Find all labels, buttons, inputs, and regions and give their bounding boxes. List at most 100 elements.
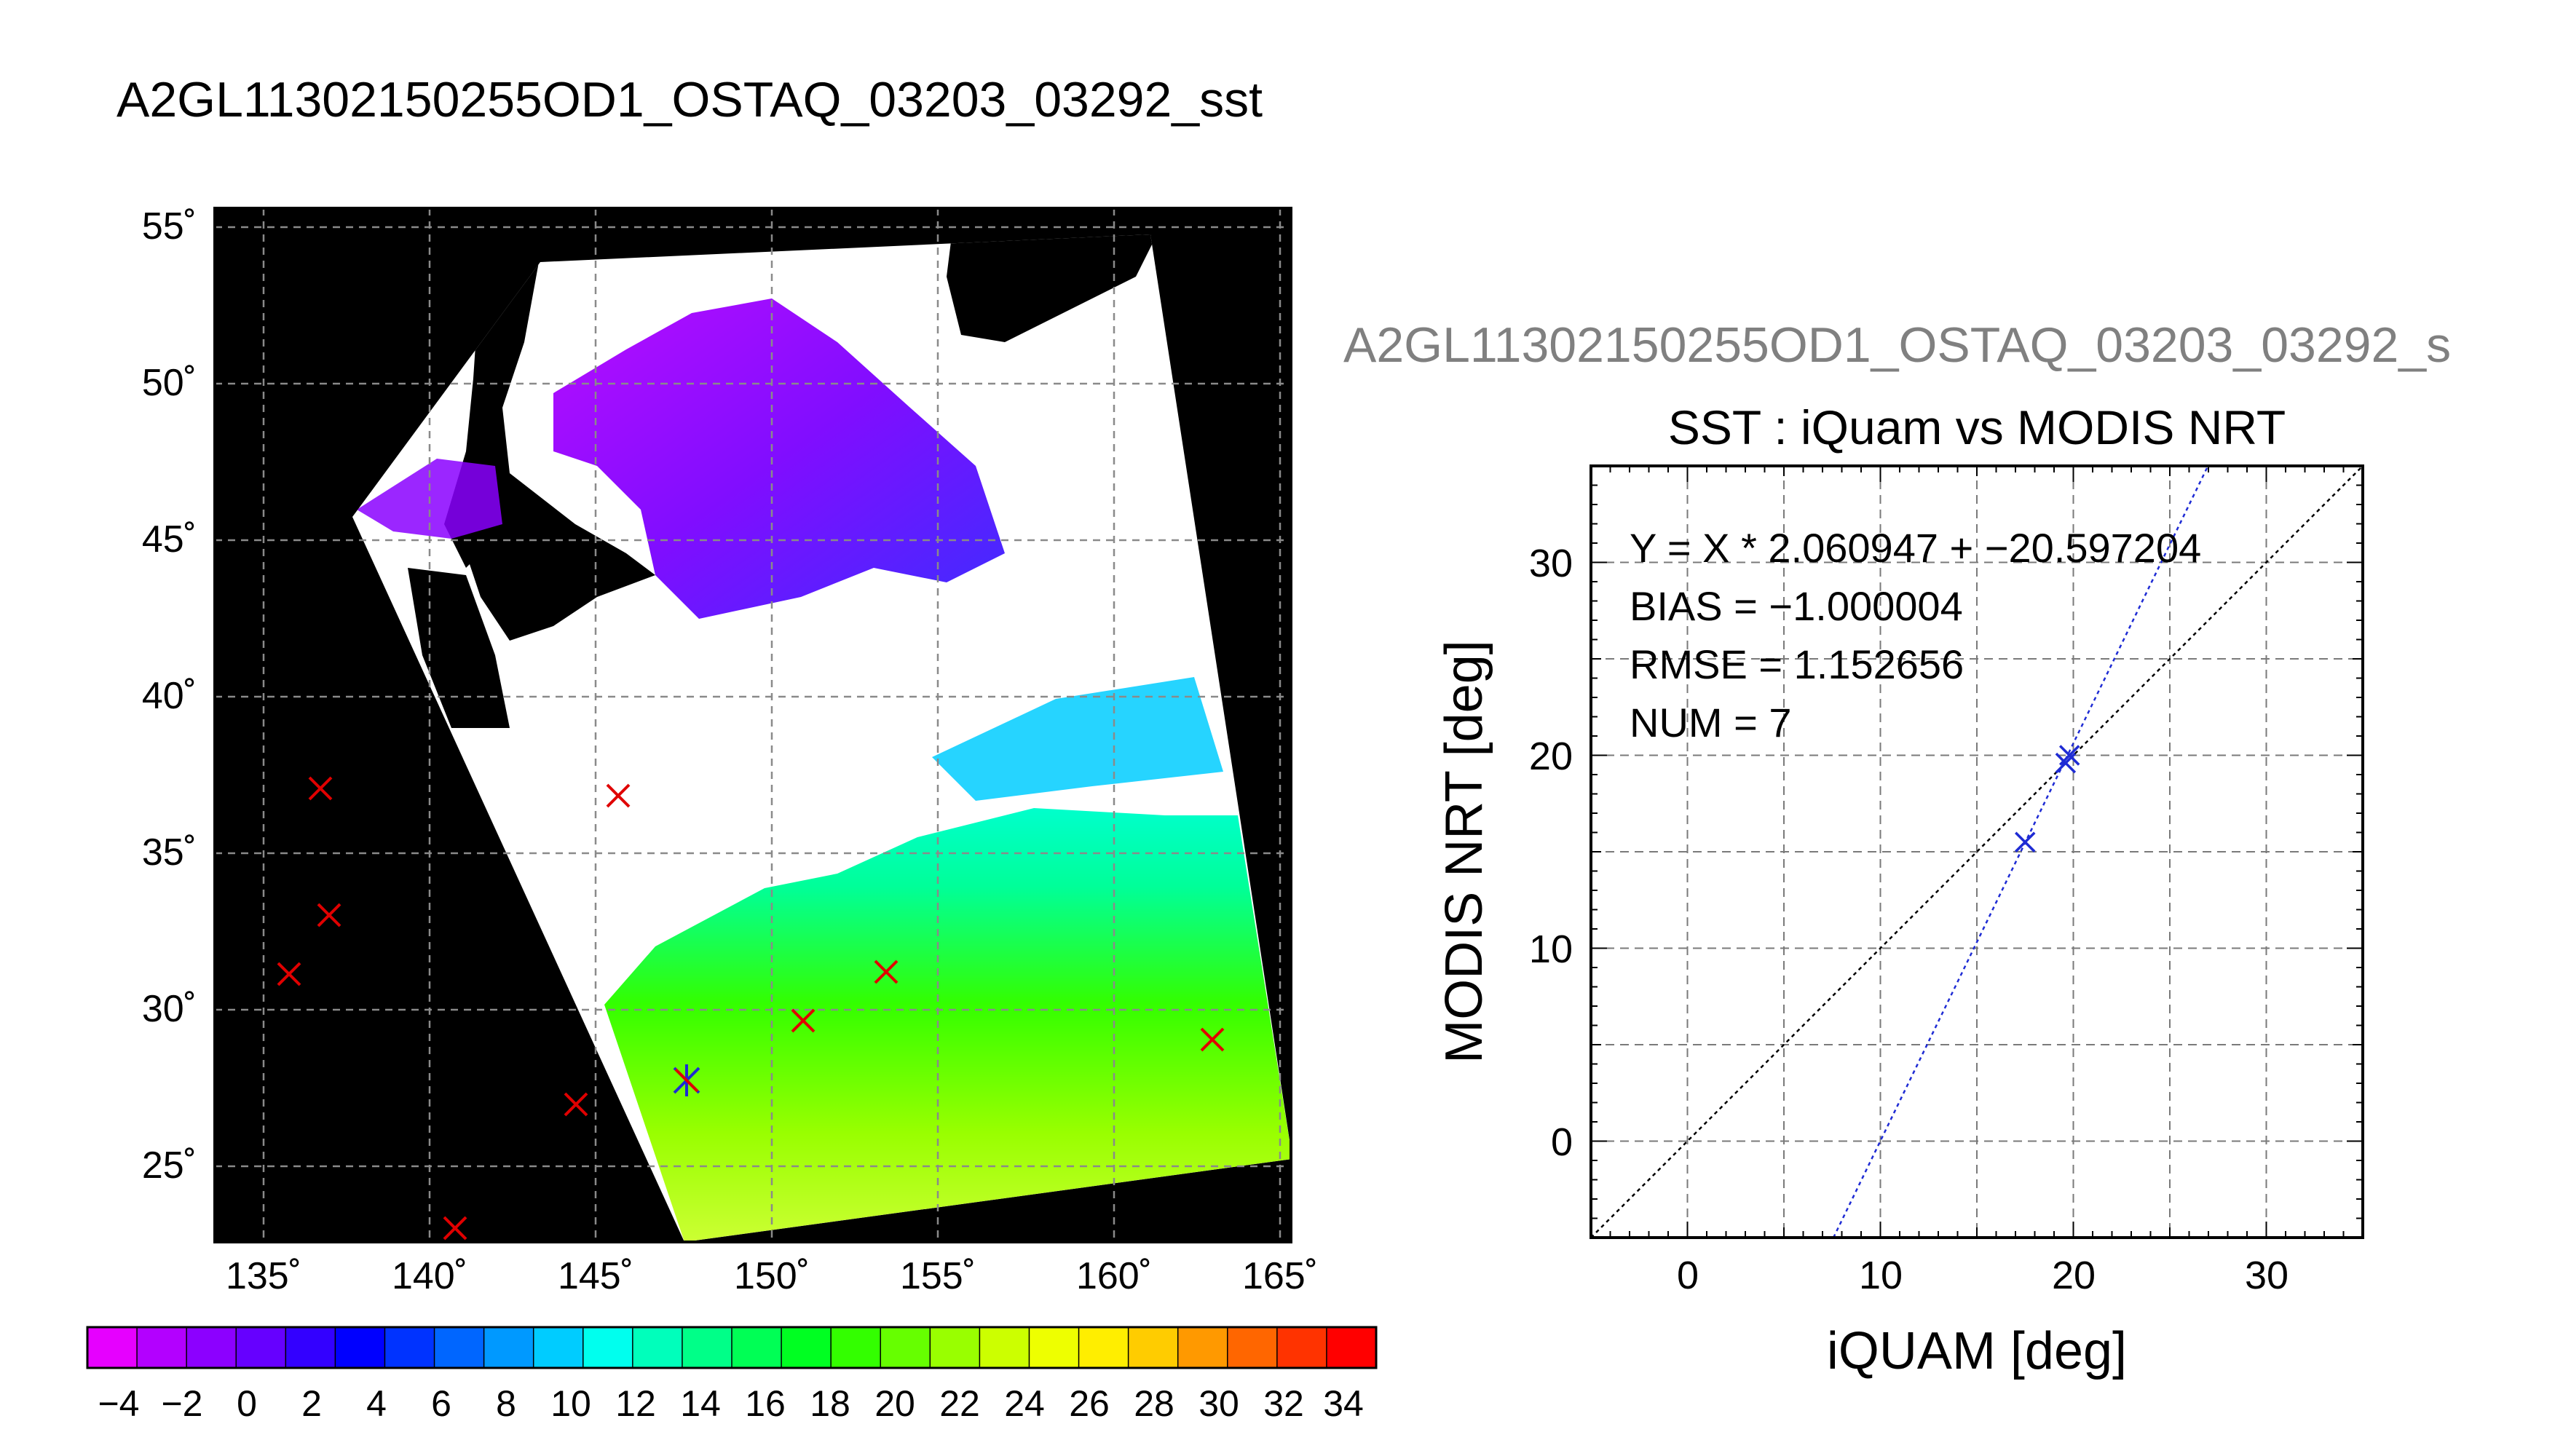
- lon-label: 140˚: [392, 1255, 467, 1297]
- colorbar-label: 16: [745, 1383, 786, 1424]
- colorbar-label: 26: [1069, 1383, 1110, 1424]
- map-frame: [213, 207, 1292, 1243]
- y-tick-label: 30: [1529, 542, 1573, 585]
- colorbar-label: 8: [496, 1383, 516, 1424]
- stats-bias: BIAS = −1.000004: [1630, 583, 1963, 629]
- lon-label: 145˚: [558, 1255, 633, 1297]
- lon-label: 150˚: [734, 1255, 810, 1297]
- colorbar-label: 28: [1134, 1383, 1174, 1424]
- plot-frame: [1590, 464, 2364, 1239]
- map-markers: [277, 776, 1225, 1241]
- stats-regression: Y = X * 2.060947 + −20.597204: [1630, 525, 2201, 571]
- lon-label: 160˚: [1076, 1255, 1152, 1297]
- colorbar-swatch: [1326, 1327, 1377, 1368]
- lat-label: 50˚: [142, 362, 197, 404]
- stats-num: NUM = 7: [1630, 700, 1792, 745]
- colorbar-swatch: [285, 1327, 336, 1368]
- colorbar-swatch: [1227, 1327, 1278, 1368]
- colorbar-label: 18: [810, 1383, 850, 1424]
- y-tick-label: 20: [1529, 735, 1573, 778]
- colorbar-swatch: [87, 1327, 138, 1368]
- colorbar-swatch: [979, 1327, 1030, 1368]
- x-axis-label: iQUAM [deg]: [1827, 1322, 2127, 1380]
- y-tick-label: 0: [1551, 1120, 1573, 1164]
- lon-label: 135˚: [226, 1255, 301, 1297]
- colorbar-label: 30: [1198, 1383, 1239, 1424]
- colorbar-swatch: [533, 1327, 584, 1368]
- colorbar-swatch: [682, 1327, 732, 1368]
- y-tick-label: 10: [1529, 927, 1573, 971]
- colorbar-swatch: [137, 1327, 187, 1368]
- colorbar-swatch: [236, 1327, 286, 1368]
- lon-label: 155˚: [900, 1255, 976, 1297]
- data-point: [2055, 752, 2077, 774]
- y-tick-labels: 0 10 20 30: [1529, 542, 1573, 1164]
- colorbar-swatch: [1078, 1327, 1129, 1368]
- colorbar-swatch: [1029, 1327, 1080, 1368]
- plot-grid: [1591, 466, 2363, 1238]
- x-tick-label: 0: [1677, 1254, 1699, 1297]
- lat-label: 40˚: [142, 675, 197, 717]
- match-marker: [1200, 1027, 1225, 1052]
- hokkaido-land: [466, 473, 655, 641]
- y-axis-label: MODIS NRT [deg]: [1435, 640, 1493, 1064]
- match-marker: [564, 1092, 588, 1117]
- x-tick-label: 10: [1859, 1254, 1903, 1297]
- cold-water-region: [553, 298, 1005, 619]
- stats-box: Y = X * 2.060947 + −20.597204 BIAS = −1.…: [1630, 525, 2201, 745]
- colorbar-swatch: [831, 1327, 881, 1368]
- reference-lines: [1590, 465, 2364, 1238]
- lat-label: 55˚: [142, 205, 197, 248]
- scatter-header: A2GL11302150255OD1_OSTAQ_03203_03292_s: [1343, 317, 2451, 373]
- sst-map: [215, 208, 1291, 1242]
- colorbar-swatch: [1128, 1327, 1179, 1368]
- x-tick-label: 20: [2052, 1254, 2096, 1297]
- longitude-labels: 135˚ 140˚ 145˚ 150˚ 155˚ 160˚ 165˚: [226, 1255, 1318, 1297]
- match-marker: [308, 776, 333, 801]
- colorbar-label: 10: [550, 1383, 591, 1424]
- colorbar-frame: [86, 1326, 1378, 1369]
- graticule: [215, 208, 1291, 1242]
- x-tick-labels: 0 10 20 30: [1677, 1254, 2289, 1297]
- colorbar-label: 22: [939, 1383, 980, 1424]
- lat-label: 25˚: [142, 1144, 197, 1187]
- colorbar-label: 4: [366, 1383, 387, 1424]
- warm-water-region: [604, 808, 1291, 1242]
- colorbar-swatch: [1177, 1327, 1228, 1368]
- lat-label: 45˚: [142, 518, 197, 561]
- match-marker: [317, 903, 341, 927]
- match-marker: [443, 1216, 467, 1241]
- colorbar-label: 6: [431, 1383, 451, 1424]
- colorbar-label: 14: [680, 1383, 721, 1424]
- scatter-title: SST : iQuam vs MODIS NRT: [1668, 400, 2286, 454]
- colorbar-swatch: [930, 1327, 980, 1368]
- colorbar-label: 12: [615, 1383, 656, 1424]
- honshu-land: [408, 568, 510, 728]
- match-marker: [674, 1068, 699, 1093]
- colorbar-swatch: [583, 1327, 633, 1368]
- latitude-labels: 55˚ 50˚ 45˚ 40˚ 35˚ 30˚ 25˚: [142, 205, 197, 1187]
- colorbar-swatch: [384, 1327, 435, 1368]
- colorbar-swatch: [781, 1327, 832, 1368]
- colorbar-label: 32: [1263, 1383, 1304, 1424]
- colorbar-label: 2: [301, 1383, 322, 1424]
- colorbar-label: −4: [98, 1383, 139, 1424]
- colorbar-swatch: [632, 1327, 683, 1368]
- scatter-points: [2015, 745, 2080, 852]
- data-point: [2015, 831, 2036, 852]
- colorbar-swatch: [1276, 1327, 1327, 1368]
- colorbar-labels: −4 −2 0 2 4 6 8 10 12 14 16 18 20 22 24 …: [98, 1383, 1363, 1424]
- lat-label: 30˚: [142, 988, 197, 1030]
- colorbar-label: 20: [874, 1383, 915, 1424]
- colorbar-label: 34: [1323, 1383, 1364, 1424]
- cool-water-band: [932, 677, 1223, 801]
- colorbar-swatch: [335, 1327, 386, 1368]
- colorbar-swatch: [186, 1327, 237, 1368]
- match-marker: [277, 962, 301, 986]
- match-marker: [791, 1008, 816, 1033]
- x-tick-label: 30: [2245, 1254, 2289, 1297]
- colorbar-swatch: [434, 1327, 485, 1368]
- regression-line: [1832, 465, 2209, 1238]
- colorbar: [87, 1327, 1377, 1368]
